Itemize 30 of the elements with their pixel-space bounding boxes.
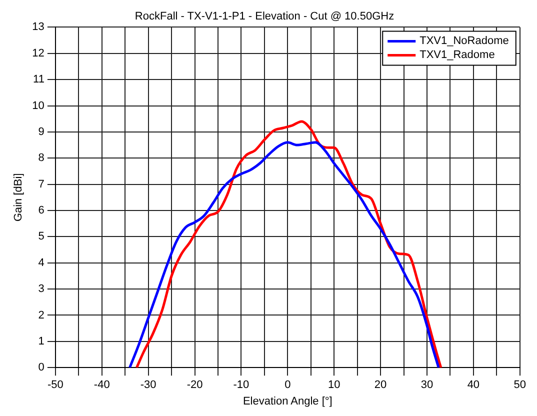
y-tick-label: 2	[38, 309, 44, 322]
y-tick-label: 11	[33, 74, 44, 86]
x-tick-label: -10	[233, 379, 250, 392]
chart-title: RockFall - TX-V1-1-P1 - Elevation - Cut @ 10.50GHz	[134, 10, 394, 23]
y-tick-label: 1	[38, 335, 44, 348]
x-tick-label: 10	[328, 379, 340, 392]
legend-label: TXV1_Radome	[420, 49, 495, 62]
y-axis-title: Gain [dBi]	[12, 173, 25, 222]
x-tick-label: 30	[420, 379, 434, 392]
x-axis-title: Elevation Angle [°]	[242, 395, 332, 408]
x-tick-label: 20	[374, 379, 387, 392]
y-tick-label: 9	[38, 126, 44, 138]
x-tick-label: 50	[514, 379, 526, 392]
x-tick-label: -40	[94, 379, 110, 392]
y-tick-label: 5	[38, 230, 44, 243]
y-tick-label: 7	[38, 178, 44, 190]
y-tick-label: 0	[38, 362, 44, 374]
x-tick-label: -30	[140, 379, 156, 392]
y-tick-label: 6	[38, 204, 44, 217]
y-tick-label: 13	[32, 21, 44, 34]
x-tick-label: 0	[284, 379, 291, 392]
y-tick-label: 10	[32, 100, 44, 112]
y-tick-label: 12	[32, 47, 44, 60]
x-tick-label: 40	[467, 379, 480, 392]
x-tick-label: -50	[47, 379, 64, 392]
x-tick-label: -20	[186, 379, 203, 392]
y-tick-label: 3	[38, 283, 44, 296]
legend-label: TXV1_NoRadome	[420, 35, 509, 48]
y-tick-label: 8	[38, 152, 44, 164]
y-tick-label: 4	[38, 256, 44, 269]
